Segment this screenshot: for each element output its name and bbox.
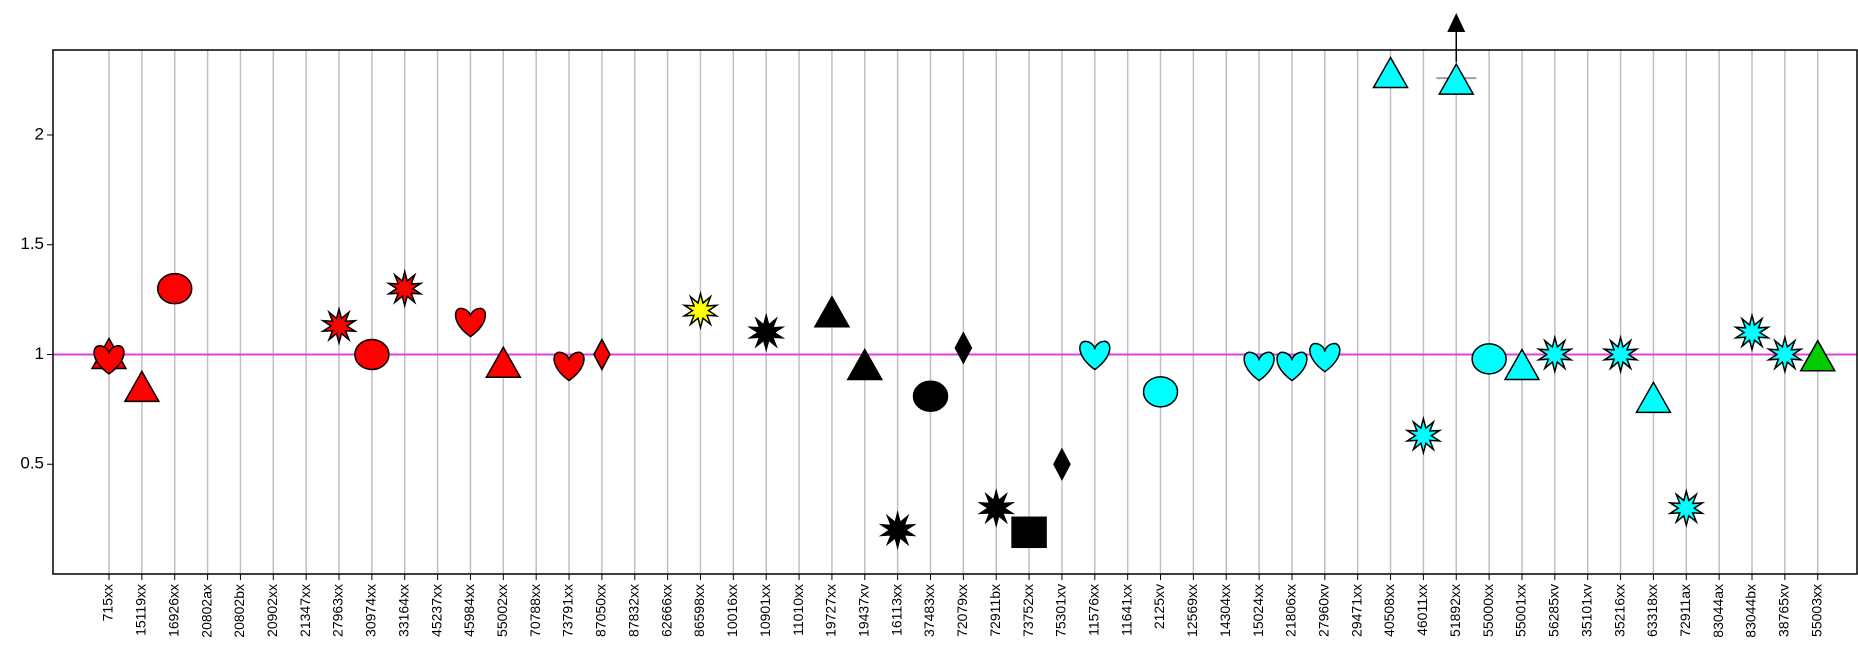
x-tick-label: 11010xx xyxy=(790,584,806,636)
data-point-73752xx-square xyxy=(1012,517,1046,547)
x-tick-label: 715xx xyxy=(100,584,116,621)
y-axis-ticks: 0.5 1 1.5 2 xyxy=(20,124,53,472)
x-tick-label: 45984xx xyxy=(461,584,477,637)
data-point-83044bx-star xyxy=(1736,316,1768,350)
x-tick-label: 55003xx xyxy=(1808,584,1824,637)
x-tick-label: 86598xx xyxy=(691,584,707,637)
x-tick-label: 19727xx xyxy=(823,584,839,637)
y-tick-label: 0.5 xyxy=(20,454,44,473)
data-point-30974xx-circle xyxy=(355,340,389,370)
x-tick-label: 51892xx xyxy=(1447,584,1463,637)
x-tick-label: 38765xv xyxy=(1776,584,1792,637)
x-tick-label: 70788xx xyxy=(527,584,543,637)
data-point-86598xx-star xyxy=(684,294,716,328)
x-tick-label: 72911ax xyxy=(1677,584,1693,637)
x-tick-label: 2125xv xyxy=(1151,584,1167,629)
x-tick-label: 45237xx xyxy=(428,584,444,637)
data-point-87050xx-diamond xyxy=(594,340,610,370)
x-tick-label: 11641xx xyxy=(1118,584,1134,636)
x-tick-label: 62666xx xyxy=(658,584,674,637)
x-axis-category-labels: 715xx 15119xx 16926xx 20802ax 20802bx 20902xx… xyxy=(100,584,1825,638)
x-tick-label: 63318xx xyxy=(1644,584,1660,637)
x-tick-label: 21347xx xyxy=(297,584,313,637)
x-tick-label: 56285xv xyxy=(1546,584,1562,637)
x-tick-label: 46011xx xyxy=(1414,584,1430,636)
x-tick-label: 35101xv xyxy=(1578,584,1594,637)
x-tick-label: 27960xv xyxy=(1316,584,1332,637)
x-tick-label: 30974xx xyxy=(363,584,379,637)
x-tick-label: 21806xx xyxy=(1283,584,1299,637)
x-tick-label: 15119xx xyxy=(133,584,149,636)
x-tick-label: 12569xx xyxy=(1184,584,1200,637)
data-point-40508xx-triangle xyxy=(1374,58,1408,88)
x-tick-label: 15024xx xyxy=(1250,584,1266,637)
data-point-55000xx-circle xyxy=(1472,344,1506,374)
x-tick-label: 11576xx xyxy=(1086,584,1102,636)
x-tick-label: 10901xx xyxy=(757,584,773,637)
y-tick-label: 1.5 xyxy=(20,234,44,253)
data-point-27963xx-star xyxy=(323,309,355,343)
x-tick-label: 72079xx xyxy=(954,584,970,637)
x-tick-label: 33164xx xyxy=(395,584,411,637)
x-tick-label: 87050xx xyxy=(593,584,609,637)
x-tick-label: 16113xx xyxy=(888,584,904,636)
x-tick-label: 19437xv xyxy=(855,584,871,637)
data-point-55003xx-triangle xyxy=(1801,341,1835,371)
y-tick-label: 1 xyxy=(35,344,44,363)
y-tick-label: 2 xyxy=(35,124,44,143)
data-point-75301xv-diamond xyxy=(1054,449,1070,479)
x-tick-label: 83044ax xyxy=(1710,584,1726,638)
x-tick-label: 37483xx xyxy=(921,584,937,637)
x-tick-label: 10016xx xyxy=(724,584,740,637)
data-point-37483xx-circle xyxy=(914,381,948,411)
x-tick-label: 40508xx xyxy=(1381,584,1397,637)
x-tick-label: 87832xx xyxy=(625,584,641,637)
data-point-33164xx-star xyxy=(389,272,421,306)
x-tick-label: 20802ax xyxy=(198,584,214,638)
x-tick-label: 20802bx xyxy=(231,584,247,638)
data-point-46011xx-star xyxy=(1407,419,1439,453)
data-point-19727xx-triangle xyxy=(815,297,849,327)
plot-area-frame xyxy=(53,50,1857,574)
x-tick-label: 83044bx xyxy=(1743,584,1759,638)
x-tick-label: 55002xx xyxy=(494,584,510,637)
x-tick-label: 73791xx xyxy=(560,584,576,637)
x-tick-label: 29471xx xyxy=(1348,584,1364,637)
x-tick-label: 75301xv xyxy=(1053,584,1069,637)
x-tick-label: 55001xx xyxy=(1513,584,1529,637)
data-point-16113xx-star xyxy=(882,513,914,547)
data-point-63318xx-triangle xyxy=(1636,382,1670,412)
data-point-2125xv-circle xyxy=(1144,377,1178,407)
x-tick-label: 16926xx xyxy=(165,584,181,637)
x-tick-label: 27963xx xyxy=(330,584,346,637)
data-point-10901xx-star xyxy=(750,316,782,350)
vertical-gridlines xyxy=(109,50,1818,580)
x-tick-label: 73752xx xyxy=(1020,584,1036,637)
data-point-72911ax-star xyxy=(1670,491,1702,525)
data-point-55002xx-triangle xyxy=(486,347,520,377)
x-tick-label: 35216xx xyxy=(1611,584,1627,637)
data-point-72911bx-star xyxy=(980,491,1012,525)
x-tick-label: 14304xx xyxy=(1217,584,1233,637)
x-tick-label: 55000xx xyxy=(1480,584,1496,637)
data-point-72079xx-diamond xyxy=(955,333,971,363)
off-scale-arrow-head xyxy=(1447,13,1465,32)
data-point-15119xx-triangle xyxy=(125,371,159,401)
data-point-16926xx-circle xyxy=(158,274,192,304)
x-tick-label: 72911bx xyxy=(987,584,1003,637)
x-tick-label: 20902xx xyxy=(264,584,280,637)
